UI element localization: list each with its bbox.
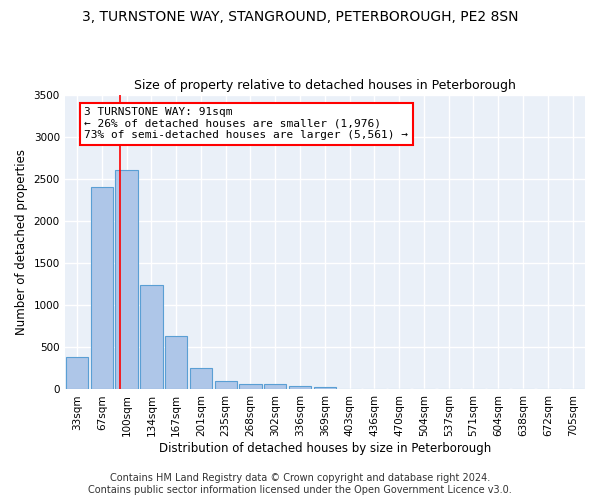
Title: Size of property relative to detached houses in Peterborough: Size of property relative to detached ho…: [134, 79, 516, 92]
Bar: [264, 384, 286, 390]
Bar: [140, 285, 163, 390]
Bar: [314, 387, 336, 390]
Y-axis label: Number of detached properties: Number of detached properties: [15, 149, 28, 335]
Bar: [239, 384, 262, 390]
Text: 3 TURNSTONE WAY: 91sqm
← 26% of detached houses are smaller (1,976)
73% of semi-: 3 TURNSTONE WAY: 91sqm ← 26% of detached…: [85, 107, 409, 140]
Text: Contains HM Land Registry data © Crown copyright and database right 2024.
Contai: Contains HM Land Registry data © Crown c…: [88, 474, 512, 495]
Bar: [190, 368, 212, 390]
Bar: [215, 381, 237, 390]
Bar: [91, 187, 113, 390]
Bar: [289, 386, 311, 390]
X-axis label: Distribution of detached houses by size in Peterborough: Distribution of detached houses by size …: [159, 442, 491, 455]
Text: 3, TURNSTONE WAY, STANGROUND, PETERBOROUGH, PE2 8SN: 3, TURNSTONE WAY, STANGROUND, PETERBOROU…: [82, 10, 518, 24]
Bar: [66, 356, 88, 390]
Bar: [165, 336, 187, 390]
Bar: [115, 170, 138, 390]
